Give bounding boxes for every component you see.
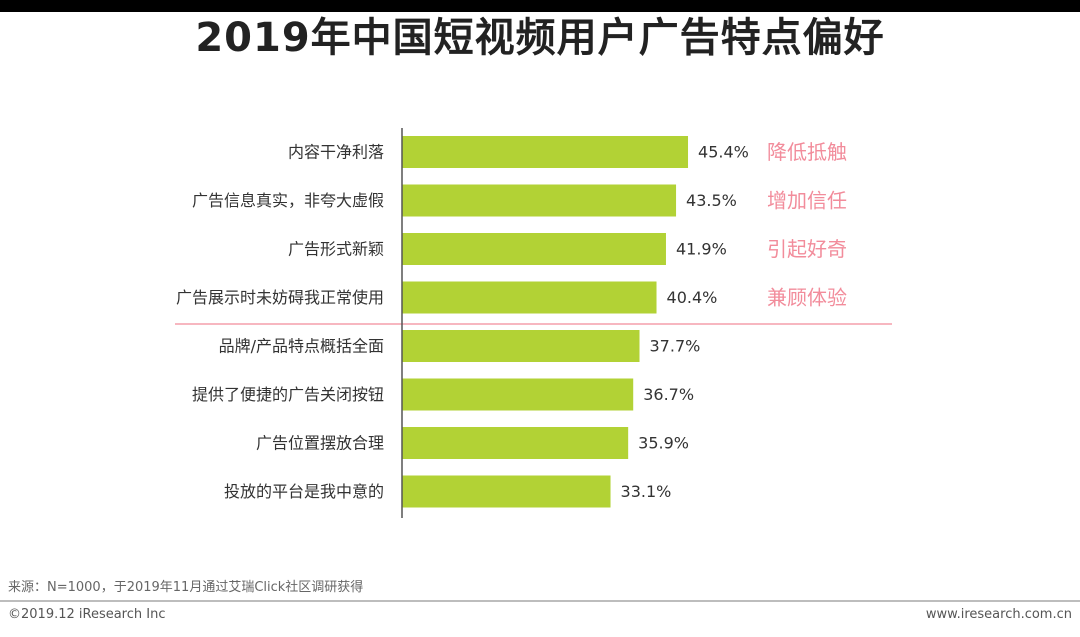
bar [402,378,634,411]
bar [402,233,666,265]
bar [402,330,640,362]
bar [402,184,677,217]
website-link[interactable]: www.iresearch.com.cn [925,607,1072,622]
annotation-label: 兼顾体验 [767,286,847,310]
source-note: 来源：N=1000，于2019年11月通过艾瑞Click社区调研获得 [8,580,364,595]
footer-divider [0,600,1080,602]
chart-title: 2019年中国短视频用户广告特点偏好 [195,15,885,61]
value-label: 36.7% [643,385,694,404]
category-label: 广告展示时未妨碍我正常使用 [176,288,384,307]
value-label: 35.9% [638,434,689,453]
bar [402,427,629,459]
bar [402,136,689,168]
value-label: 40.4% [667,288,718,307]
top-bar [0,0,1080,12]
annotation-label: 增加信任 [767,189,847,213]
annotation-label: 降低抵触 [767,140,847,164]
annotation-label: 引起好奇 [767,237,847,261]
category-label: 品牌/产品特点概括全面 [219,337,384,356]
bar [402,281,657,314]
value-label: 41.9% [676,240,727,259]
bar [402,475,611,508]
category-label: 投放的平台是我中意的 [224,482,384,501]
value-label: 43.5% [686,191,737,210]
category-label: 广告形式新颖 [288,240,384,259]
category-label: 广告信息真实，非夸大虚假 [192,191,384,210]
value-label: 45.4% [698,143,749,162]
category-label: 内容干净利落 [288,143,384,162]
copyright-text: ©2019.12 iResearch Inc [8,607,166,622]
category-label: 广告位置摆放合理 [256,434,384,453]
value-label: 33.1% [621,482,672,501]
value-label: 37.7% [650,337,701,356]
category-label: 提供了便捷的广告关闭按钮 [192,385,384,404]
